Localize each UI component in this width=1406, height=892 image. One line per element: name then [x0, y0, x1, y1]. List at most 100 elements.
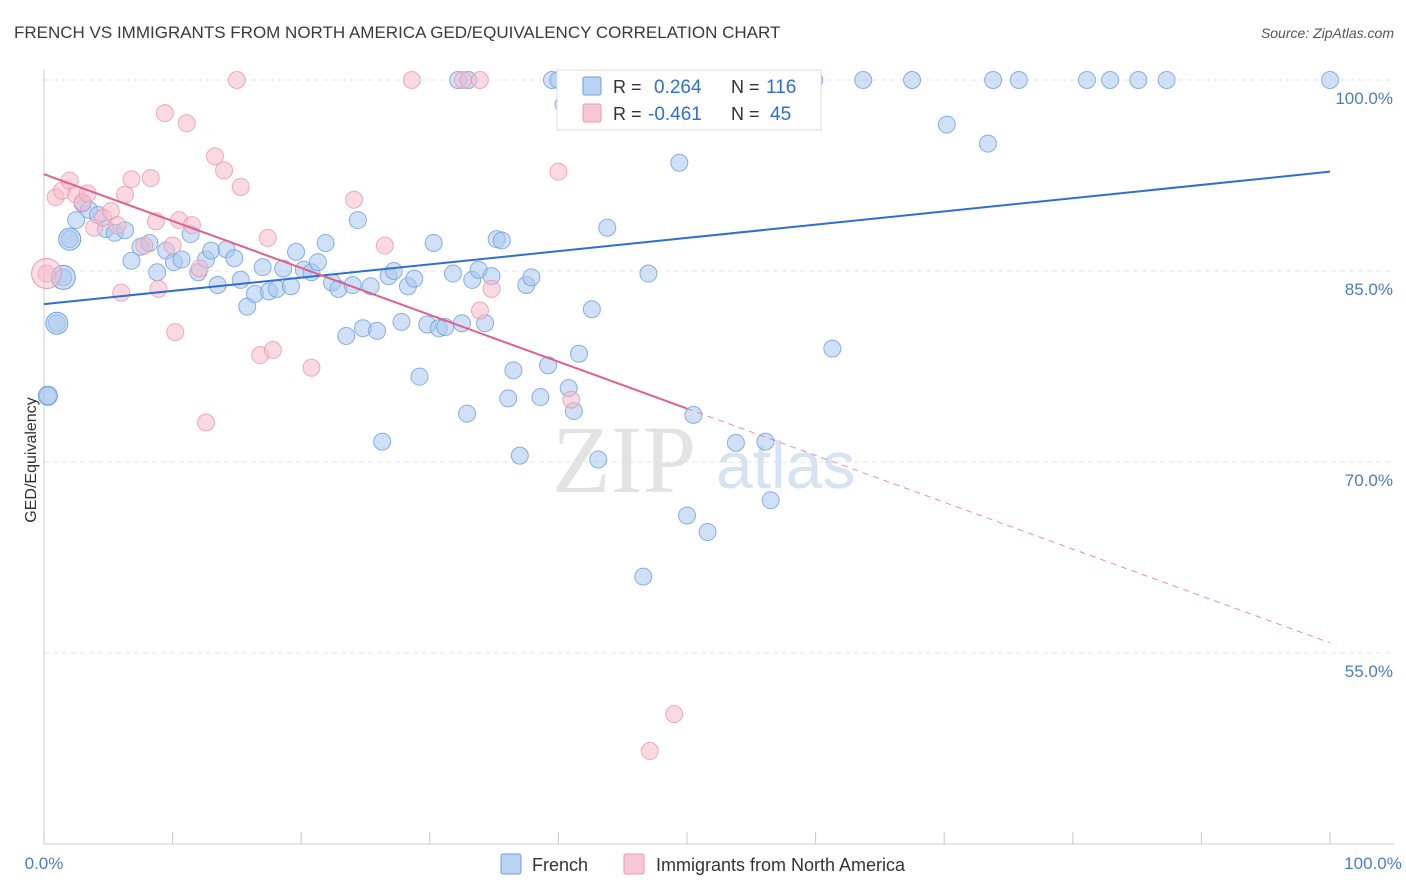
y-tick-label-2: 70.0% [1345, 471, 1393, 490]
point-french-44 [361, 277, 380, 296]
x-axis-ticks [43, 832, 1331, 844]
point-immigrants-36 [454, 71, 473, 89]
point-immigrants-43 [640, 742, 659, 761]
point-immigrants-19 [163, 236, 182, 255]
point-french-85 [639, 264, 658, 283]
chart-source: Source: ZipAtlas.com [1261, 25, 1394, 41]
y-tick-label-3: 55.0% [1345, 662, 1393, 681]
point-immigrants-35 [402, 71, 421, 89]
point-french-109 [1321, 71, 1339, 89]
y-tick-labels: 100.0% 85.0% 70.0% 55.0% [1335, 89, 1393, 681]
point-french-52 [410, 367, 429, 386]
point-french-51 [405, 269, 424, 288]
point-french-84 [634, 567, 653, 586]
point-french-106 [1101, 71, 1120, 89]
point-french-98 [823, 339, 842, 358]
point-immigrants-26 [206, 147, 225, 166]
point-french-94 [756, 432, 775, 451]
point-immigrants-22 [177, 114, 196, 133]
point-immigrants-10 [108, 216, 127, 235]
bottom-legend-label-french: French [532, 855, 588, 875]
point-french-42 [348, 211, 367, 230]
bottom-legend: French Immigrants from North America [500, 853, 906, 875]
point-french-81 [589, 450, 608, 469]
point-french-46 [373, 432, 392, 451]
point-french-72 [531, 388, 550, 407]
point-french-107 [1129, 71, 1148, 89]
point-french-68 [504, 361, 523, 380]
point-french-66 [492, 231, 511, 250]
series-french-points [37, 71, 1339, 586]
point-french-large-3 [37, 385, 58, 406]
point-french-57 [443, 264, 462, 283]
point-french-69 [510, 446, 529, 465]
legend-r-value-immigrants: -0.461 [648, 104, 702, 125]
point-immigrants-39 [482, 279, 501, 298]
point-french-48 [384, 262, 403, 280]
point-french-4 [67, 211, 86, 230]
trend-line-french [43, 170, 1331, 306]
point-french-60 [458, 404, 477, 423]
point-immigrants-32 [302, 358, 321, 377]
point-french-17 [172, 250, 191, 269]
point-immigrants-large-0 [31, 258, 63, 290]
point-immigrants-38 [470, 301, 489, 320]
point-french-99 [854, 71, 873, 89]
chart-title: FRENCH VS IMMIGRANTS FROM NORTH AMERICA … [14, 23, 780, 42]
point-french-54 [424, 233, 443, 252]
point-french-92 [726, 433, 745, 452]
correlation-legend: R = 0.264 N = 116 R = -0.461 N = 45 [556, 69, 822, 131]
point-french-28 [253, 258, 272, 277]
point-french-24 [225, 249, 244, 268]
point-immigrants-30 [258, 228, 277, 247]
bottom-legend-swatch-immigrants [623, 853, 645, 875]
trend-lines [43, 170, 1331, 644]
y-axis-label: GED/Equivalency [23, 397, 40, 522]
point-immigrants-40 [549, 162, 568, 181]
point-french-102 [978, 134, 997, 153]
point-french-71 [522, 268, 541, 287]
legend-r-label-french: R = [613, 77, 642, 97]
point-immigrants-25 [197, 413, 216, 432]
bottom-legend-label-immigrants: Immigrants from North America [656, 855, 906, 875]
series-immigrants-points [31, 71, 684, 761]
point-immigrants-18 [155, 104, 174, 123]
point-french-104 [1009, 71, 1028, 89]
point-french-67 [499, 389, 518, 408]
point-immigrants-13 [122, 170, 141, 189]
point-french-95 [761, 491, 780, 510]
point-immigrants-28 [231, 177, 250, 196]
point-immigrants-45 [227, 71, 246, 89]
point-french-37 [316, 233, 335, 252]
trend-line-immigrants [43, 173, 688, 410]
point-french-31 [274, 259, 293, 278]
point-french-87 [670, 153, 689, 172]
point-french-78 [569, 344, 588, 363]
point-immigrants-34 [375, 236, 394, 255]
bottom-legend-swatch-french [500, 853, 522, 875]
point-french-105 [1077, 71, 1096, 89]
point-french-45 [368, 321, 387, 340]
point-immigrants-31 [263, 340, 282, 359]
y-tick-label-0: 100.0% [1335, 89, 1393, 108]
point-french-73 [539, 356, 558, 375]
point-french-25 [231, 270, 250, 289]
legend-n-label-immigrants: N = [731, 104, 760, 124]
point-french-36 [308, 253, 327, 272]
point-immigrants-14 [135, 236, 154, 255]
watermark-zip: ZIP [552, 406, 696, 513]
point-french-90 [698, 523, 717, 542]
trend-line-immigrants-extension [686, 408, 1331, 644]
point-immigrants-44 [665, 705, 684, 724]
x-tick-label-min: 0.0% [25, 854, 64, 873]
point-french-80 [582, 300, 601, 319]
x-tick-label-max: 100.0% [1344, 854, 1402, 873]
legend-n-value-immigrants: 45 [770, 104, 791, 125]
legend-r-value-french: 0.264 [654, 77, 702, 98]
point-french-49 [392, 312, 411, 331]
point-immigrants-37 [470, 71, 489, 89]
point-immigrants-15 [141, 169, 160, 188]
point-immigrants-0 [37, 264, 56, 283]
point-immigrants-11 [112, 283, 131, 302]
